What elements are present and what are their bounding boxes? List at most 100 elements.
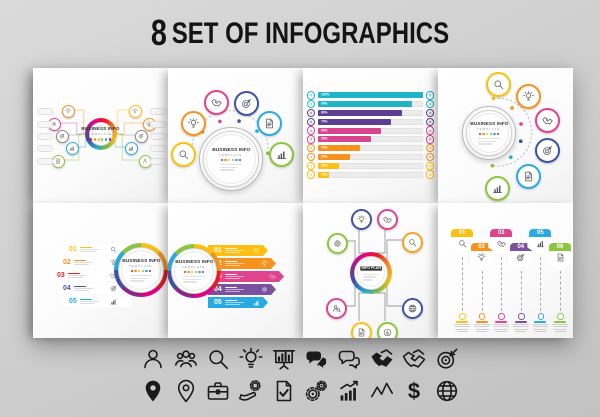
doc-icon — [357, 328, 366, 337]
icon-row-2: $ — [140, 377, 460, 405]
banner-number: 04 — [63, 285, 71, 292]
banner-text-lines — [73, 259, 93, 266]
search-icon — [493, 79, 504, 90]
timeline-text — [492, 321, 510, 332]
banner-number: 05 — [69, 298, 77, 305]
person-icon-slot — [140, 346, 166, 372]
marker-shield — [527, 237, 554, 256]
gear-icon — [309, 129, 313, 133]
banner-number: 01 — [214, 247, 222, 254]
timeline-text — [453, 321, 471, 332]
color-dot — [104, 138, 108, 141]
label-placeholder — [150, 157, 166, 165]
target-icon — [138, 133, 144, 139]
handshake-filled-icon — [370, 347, 394, 371]
gear-endpoint — [425, 135, 434, 144]
banner-text-lines — [73, 285, 93, 292]
gear-icon — [309, 155, 313, 159]
title-text: SET OF INFOGRAPHICS — [171, 17, 450, 50]
color-dot — [235, 159, 238, 162]
banner-text-lines — [225, 261, 244, 267]
template-grid: $ BUSINESS INFO TEMPLATE BUSINESS INFO TEMP… — [33, 68, 573, 338]
handshake-icon — [210, 97, 222, 108]
color-dot — [202, 271, 205, 274]
bar-value-label: 80% — [321, 111, 328, 115]
text-line — [130, 280, 144, 282]
timeline-dot — [537, 313, 545, 320]
label-placeholder — [150, 132, 166, 140]
panel-badges-arc: BUSINESS INFO TEMPLATE — [168, 68, 303, 203]
bar-row: 70% — [307, 117, 434, 126]
marker-icon — [458, 239, 467, 248]
banner-desc-bar — [67, 275, 87, 277]
center-subtitle: TEMPLATE — [219, 153, 243, 157]
center-label: INFO PLAN — [360, 266, 382, 271]
center-color-dots — [183, 271, 205, 274]
color-dot — [93, 138, 97, 141]
banner-icon — [269, 273, 276, 280]
bar-row: 60% — [307, 126, 434, 135]
banner-number: 02 — [63, 259, 71, 266]
banner-item: 05 — [61, 296, 131, 307]
text-line — [183, 281, 197, 283]
banner-text-lines — [225, 248, 244, 254]
gear-icon — [428, 93, 432, 97]
center-text-lines — [183, 274, 205, 283]
bar-row: 50% — [307, 135, 434, 144]
person-search-icon — [332, 304, 341, 313]
banner-desc-bar — [79, 303, 95, 305]
timeline-dash — [501, 257, 503, 311]
timeline-desc-bar — [554, 330, 566, 332]
bar-track: 50% — [318, 136, 423, 143]
text-line — [363, 273, 379, 276]
banner-title-bar — [73, 259, 86, 262]
gear-icon — [428, 111, 432, 115]
gear-icon — [309, 146, 313, 150]
timeline-desc-bar — [534, 330, 546, 332]
chat-outline-icon — [337, 347, 361, 371]
gear-icon — [309, 102, 313, 106]
color-dot — [101, 138, 104, 141]
timeline-dot — [478, 313, 486, 320]
panel-timeline: 01 02 03 04 05 06 — [438, 203, 573, 338]
banner-desc-bar — [67, 277, 83, 279]
center-color-dots — [90, 138, 111, 141]
marker-icon — [556, 253, 565, 262]
chart-node — [484, 175, 510, 201]
bar: 80% — [318, 109, 402, 116]
banner-number: 04 — [214, 286, 222, 293]
color-dot — [239, 159, 242, 162]
label-placeholder — [37, 107, 53, 115]
color-dot — [228, 159, 231, 162]
timeline-desc-bar — [473, 324, 490, 326]
center-subtitle: TEMPLATE — [88, 133, 113, 137]
bar-row: 40% — [307, 143, 434, 153]
color-dot — [90, 138, 93, 141]
color-dot — [224, 159, 227, 162]
timeline-dot — [459, 313, 466, 320]
idea-icon — [477, 253, 486, 262]
text-line — [363, 279, 373, 281]
pin-outline-icon-slot — [173, 378, 199, 404]
doc-icon — [556, 253, 565, 262]
center-title: BUSINESS INFO — [174, 259, 214, 265]
center-color-dots — [130, 270, 152, 273]
banner-icon — [110, 246, 117, 253]
color-dot — [97, 138, 100, 141]
pin-filled-icon — [141, 379, 165, 403]
timeline-marker: 03 — [488, 229, 515, 256]
svg-text:$: $ — [386, 330, 389, 336]
color-dot — [486, 133, 489, 136]
briefcase-icon-slot — [205, 378, 231, 404]
search-icon — [110, 246, 117, 253]
money-node: $ — [376, 321, 398, 338]
banner-desc-bar — [225, 252, 240, 253]
bar-track: 40% — [318, 145, 423, 152]
hand-gear-icon — [238, 379, 263, 403]
center-text-lines — [130, 273, 152, 282]
center-circle-face: INFO PLAN — [354, 256, 388, 290]
banner-icon — [253, 299, 260, 306]
gear-endpoint — [425, 143, 434, 153]
gear-node — [326, 232, 348, 254]
group-icon — [174, 347, 198, 371]
